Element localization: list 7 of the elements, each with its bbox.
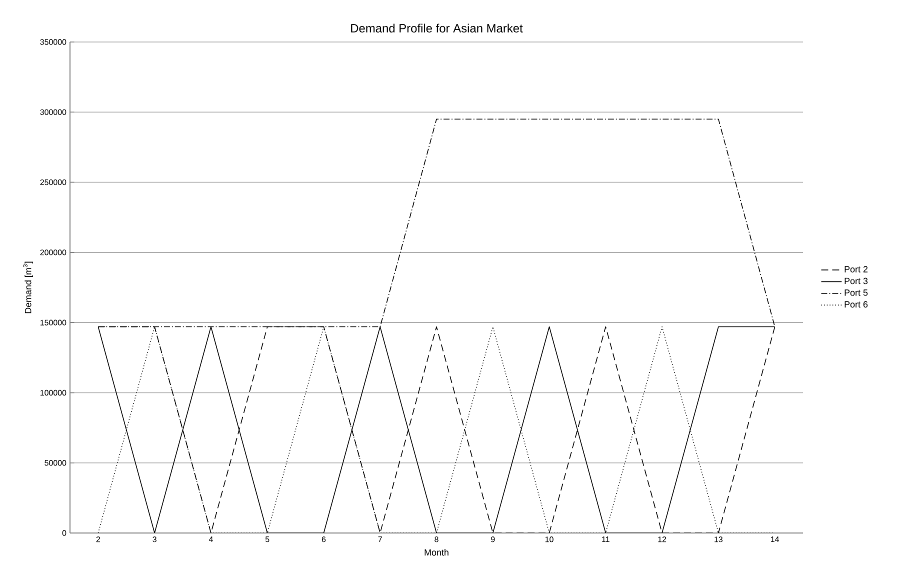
y-axis-title: Demand [m$^{3}$]: [23, 262, 34, 314]
chart-title: Demand Profile for Asian Market: [351, 24, 523, 32]
x-axis-title: Month: [424, 549, 448, 556]
legend-label: Port 2: [844, 266, 868, 272]
legend-label: Port 5: [844, 290, 868, 296]
legend-label: Port 3: [844, 278, 868, 284]
legend-label: Port 6: [844, 301, 868, 308]
